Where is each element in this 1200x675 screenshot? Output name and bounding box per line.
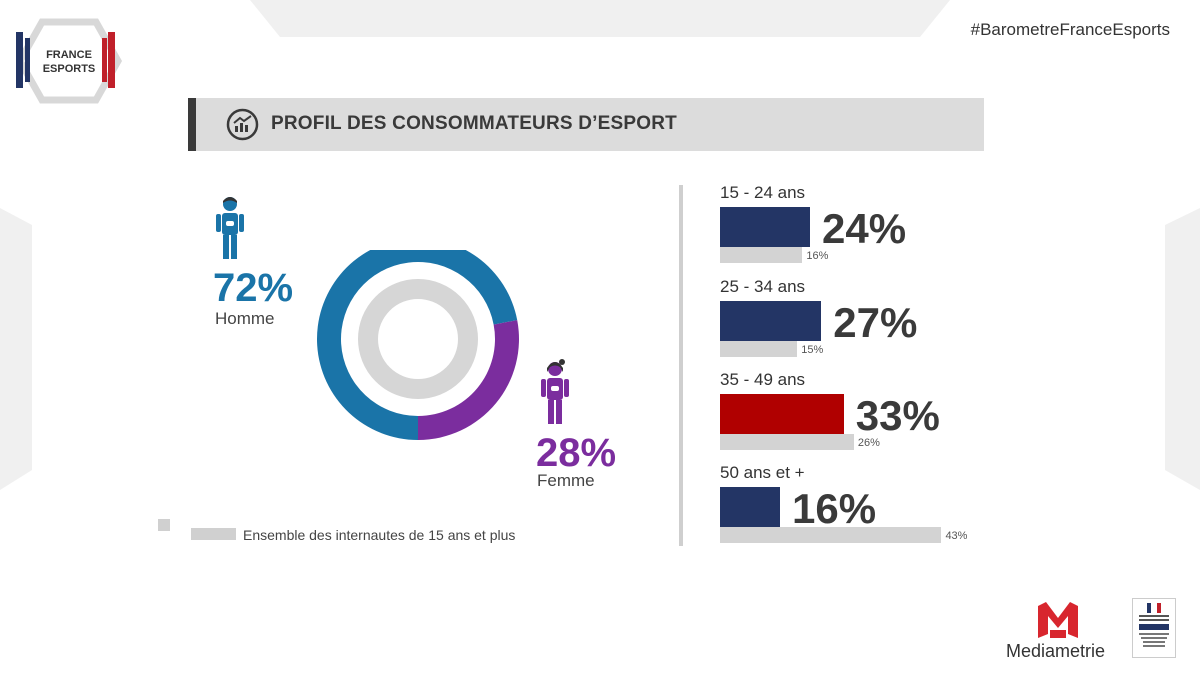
gender-donut-chart [317, 250, 519, 440]
age-label: 25 - 34 ans [720, 277, 806, 296]
mediametrie-brand: Mediametrie [1006, 641, 1106, 661]
age-bar-percentage: 16% [792, 485, 877, 532]
logo-line1: FRANCE [46, 49, 92, 61]
chart-growth-icon [226, 108, 259, 141]
donut-inner-ring-reference [358, 279, 478, 399]
reference-bar [720, 247, 803, 263]
page-title: PROFIL DES CONSOMMATEURS D’ESPORT [271, 113, 677, 134]
age-label: 35 - 49 ans [720, 370, 806, 389]
mediametrie-logo-icon [1038, 602, 1078, 638]
government-seal [1132, 598, 1176, 658]
reference-percentage: 26% [857, 437, 880, 449]
logo-line2: ESPORTS [43, 63, 96, 75]
female-percentage: 28% [536, 431, 617, 475]
age-bar [720, 487, 780, 527]
donut-slice-femme [418, 320, 519, 440]
reference-bar [720, 434, 854, 450]
female-figure-icon [541, 359, 569, 424]
reference-percentage: 16% [806, 250, 829, 262]
top-banner-shape [250, 0, 950, 37]
reference-percentage: 43% [945, 530, 968, 542]
age-bar [720, 301, 822, 341]
male-percentage: 72% [213, 266, 294, 310]
vertical-divider [679, 185, 683, 546]
age-bar-percentage: 33% [855, 392, 940, 439]
age-bar-percentage: 24% [822, 205, 907, 252]
hashtag: #BarometreFranceEsports [970, 20, 1170, 39]
right-side-shape [1165, 208, 1200, 490]
female-label: Femme [537, 471, 595, 490]
male-figure-icon [216, 197, 244, 259]
legend-text: Ensemble des internautes de 15 ans et pl… [243, 527, 516, 543]
title-bar: PROFIL DES CONSOMMATEURS D’ESPORT [188, 98, 984, 151]
legend-swatch [191, 528, 236, 540]
age-label: 50 ans et + [720, 463, 805, 482]
reference-percentage: 15% [801, 344, 824, 356]
age-bar [720, 207, 810, 247]
age-bar-percentage: 27% [833, 299, 918, 346]
age-label: 15 - 24 ans [720, 183, 806, 202]
france-esports-logo: FRANCE ESPORTS [14, 16, 124, 106]
male-label: Homme [215, 309, 275, 328]
reference-bar [720, 527, 942, 543]
legend-swatch-small [158, 519, 170, 531]
age-bar [720, 394, 844, 434]
reference-bar [720, 341, 798, 357]
left-side-shape [0, 208, 32, 490]
